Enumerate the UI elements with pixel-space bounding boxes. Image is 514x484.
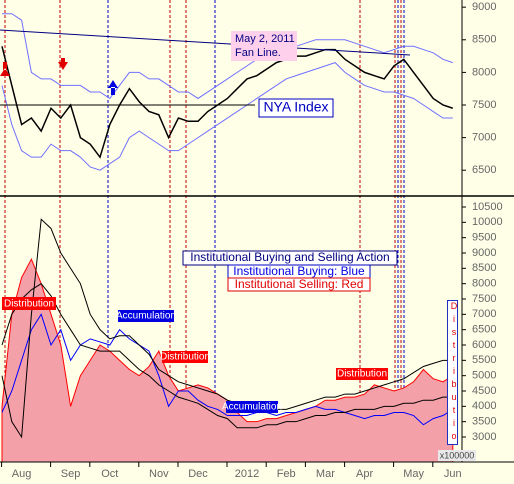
x-tick-label: May <box>403 468 424 480</box>
y-tick-label: 9000 <box>472 1 496 13</box>
label-box <box>118 310 174 322</box>
x-tick-label: Feb <box>277 468 296 480</box>
series-line <box>1 62 453 171</box>
label-box <box>162 351 208 363</box>
unit-box <box>438 450 476 461</box>
annotation: Institutional Selling: Red <box>235 277 364 291</box>
annotation: Accumulation <box>222 402 282 413</box>
y-tick-label: 8500 <box>472 34 496 46</box>
annotation: NYA Index <box>263 99 328 115</box>
label-box <box>226 401 278 413</box>
y-tick-label: 6500 <box>472 164 496 176</box>
annotation-box <box>227 277 371 292</box>
y-tick-label: 7000 <box>472 308 496 320</box>
y-tick-label: 8000 <box>472 66 496 78</box>
series-line <box>1 283 453 429</box>
y-tick-label: 3000 <box>472 431 496 443</box>
x-tick-label: 2012 <box>235 468 259 480</box>
unit-label: x100000 <box>440 450 475 460</box>
y-tick-label: 7000 <box>472 132 496 144</box>
fan-line <box>0 29 411 56</box>
y-tick-label: 6000 <box>472 339 496 351</box>
x-tick-label: Jun <box>444 468 462 480</box>
annotation: Institutional Buying and Selling Action <box>190 250 389 264</box>
y-tick-label: 8500 <box>472 262 496 274</box>
y-tick-label: 10000 <box>472 216 503 228</box>
label-box <box>2 297 56 310</box>
label-box <box>336 368 388 380</box>
x-tick-label: Nov <box>149 468 169 480</box>
annotation-box <box>258 98 334 118</box>
y-tick-label: 5000 <box>472 370 496 382</box>
y-tick-label: 10500 <box>472 201 503 213</box>
buy-arrow <box>108 80 118 95</box>
y-tick-label: 4000 <box>472 400 496 412</box>
y-tick-label: 9500 <box>472 232 496 244</box>
y-tick-label: 4500 <box>472 385 496 397</box>
y-tick-label: 7500 <box>472 99 496 111</box>
annotation: Accumulation <box>116 311 176 322</box>
x-tick-label: Aug <box>12 468 32 480</box>
series-line <box>1 313 454 426</box>
price-panel: 6500 7000 7500 8000 8500 9000 <box>1 1 496 176</box>
annotation: Distribution <box>447 300 458 445</box>
x-tick-label: Apr <box>356 468 373 480</box>
y-tick-label: 6500 <box>472 324 496 336</box>
x-tick-label: Oct <box>101 468 118 480</box>
x-tick-label: Mar <box>316 468 335 480</box>
y-tick-label: 8000 <box>472 278 496 290</box>
y-tick-label: 5500 <box>472 354 496 366</box>
y-tick-label: 3500 <box>472 416 496 428</box>
series-line <box>1 218 453 439</box>
annotation: Distribution <box>160 352 210 363</box>
annotation: Distribution <box>337 369 387 380</box>
sell-arrow <box>0 62 10 76</box>
x-tick-label: Dec <box>188 468 208 480</box>
series-line <box>2 13 453 100</box>
event-lines <box>4 0 405 462</box>
flow-panel: 3000 3500 4000 4500 5000 5500 6000 6500 7000 7500… <box>1 201 503 480</box>
annotation: Fan Line. <box>235 47 281 59</box>
x-tick-label: Sep <box>61 468 81 480</box>
annotation: Distribution <box>4 299 54 310</box>
annotation-box <box>231 31 297 61</box>
y-tick-label: 9000 <box>472 247 496 259</box>
y-tick-label: 7500 <box>472 293 496 305</box>
annotation: May 2, 2011 <box>235 33 295 45</box>
sell-arrow <box>58 58 68 70</box>
series-line <box>1 46 454 159</box>
annotation: Institutional Buying: Blue <box>233 264 365 278</box>
